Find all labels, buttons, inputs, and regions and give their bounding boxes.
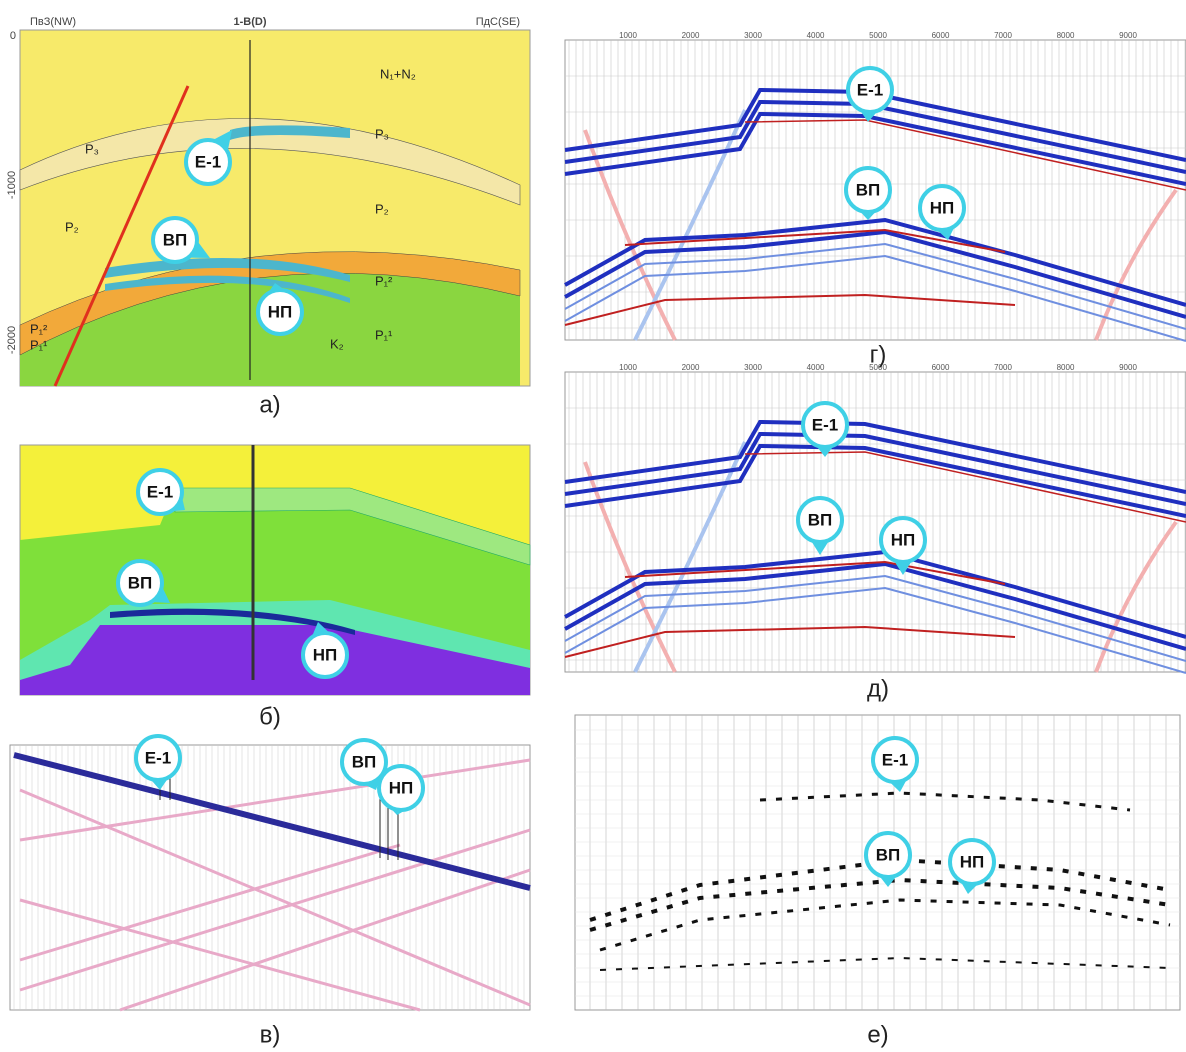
x-tick-label: 2000 bbox=[682, 31, 700, 40]
x-tick-label: 8000 bbox=[1057, 363, 1075, 372]
figure: 1000 2000 3000 4000 5000 6000 7000 8000 9000 100… bbox=[0, 0, 1186, 1052]
panel-b bbox=[20, 445, 530, 695]
x-tick-label: 1000 bbox=[619, 363, 637, 372]
panel-label: г) bbox=[870, 341, 887, 368]
callout-label: НП bbox=[268, 302, 293, 321]
unit-label: P₂ bbox=[65, 219, 79, 234]
depth-tick: -2000 bbox=[6, 326, 18, 354]
unit-label: P₃ bbox=[85, 141, 99, 156]
x-tick-label: 7000 bbox=[994, 31, 1012, 40]
header-left: ПвЗ(NW) bbox=[30, 16, 76, 28]
callout-label: ВП bbox=[163, 230, 188, 249]
callout-label: Е-1 bbox=[195, 152, 221, 171]
callout-label: ВП bbox=[876, 845, 901, 864]
x-tick-label: 3000 bbox=[744, 363, 762, 372]
panel-label: б) bbox=[259, 703, 281, 730]
callout-label: Е-1 bbox=[145, 748, 171, 767]
x-tick-label: 5000 bbox=[869, 31, 887, 40]
callout-label: Е-1 bbox=[812, 415, 838, 434]
x-tick-label: 4000 bbox=[807, 31, 825, 40]
x-tick-label: 1000 bbox=[619, 31, 637, 40]
callout-label: НП bbox=[891, 530, 916, 549]
callout-label: ВП bbox=[856, 180, 881, 199]
x-tick-label: 2000 bbox=[682, 363, 700, 372]
callout-label: Е-1 bbox=[857, 80, 883, 99]
panel-c bbox=[10, 745, 530, 1010]
x-tick-label: 7000 bbox=[994, 363, 1012, 372]
callout-label: Е-1 bbox=[147, 482, 173, 501]
unit-label: P₁² bbox=[30, 321, 48, 336]
depth-tick: 0 bbox=[10, 30, 16, 42]
unit-label: P₂ bbox=[375, 201, 389, 216]
unit-label: P₁¹ bbox=[30, 337, 48, 352]
x-tick-label: 3000 bbox=[744, 31, 762, 40]
unit-label: P₁¹ bbox=[375, 327, 393, 342]
x-tick-label: 9000 bbox=[1119, 31, 1137, 40]
callout-label: ВП bbox=[128, 573, 153, 592]
callout-label: НП bbox=[960, 852, 985, 871]
x-tick-label: 6000 bbox=[932, 363, 950, 372]
callout-label: НП bbox=[389, 778, 414, 797]
unit-label: K₂ bbox=[330, 336, 344, 351]
depth-tick: -1000 bbox=[6, 171, 18, 199]
x-tick-label: 8000 bbox=[1057, 31, 1075, 40]
callout-label: ВП bbox=[352, 752, 377, 771]
callout-label: ВП bbox=[808, 510, 833, 529]
panel-label: а) bbox=[259, 391, 280, 418]
x-tick-label: 4000 bbox=[807, 363, 825, 372]
x-tick-label: 6000 bbox=[932, 31, 950, 40]
header-right: ПдС(SE) bbox=[476, 16, 520, 28]
unit-label: N₁+N₂ bbox=[380, 66, 416, 81]
panel-label: в) bbox=[260, 1021, 281, 1048]
panel-label: е) bbox=[867, 1021, 888, 1048]
panel-label: д) bbox=[867, 675, 889, 702]
unit-label: P₃ bbox=[375, 126, 389, 141]
callout-label: Е-1 bbox=[882, 750, 908, 769]
callout-label: НП bbox=[930, 198, 955, 217]
unit-label: P₁² bbox=[375, 273, 393, 288]
callout-label: НП bbox=[313, 645, 338, 664]
x-tick-label: 9000 bbox=[1119, 363, 1137, 372]
header-center: 1-В(D) bbox=[234, 16, 267, 28]
